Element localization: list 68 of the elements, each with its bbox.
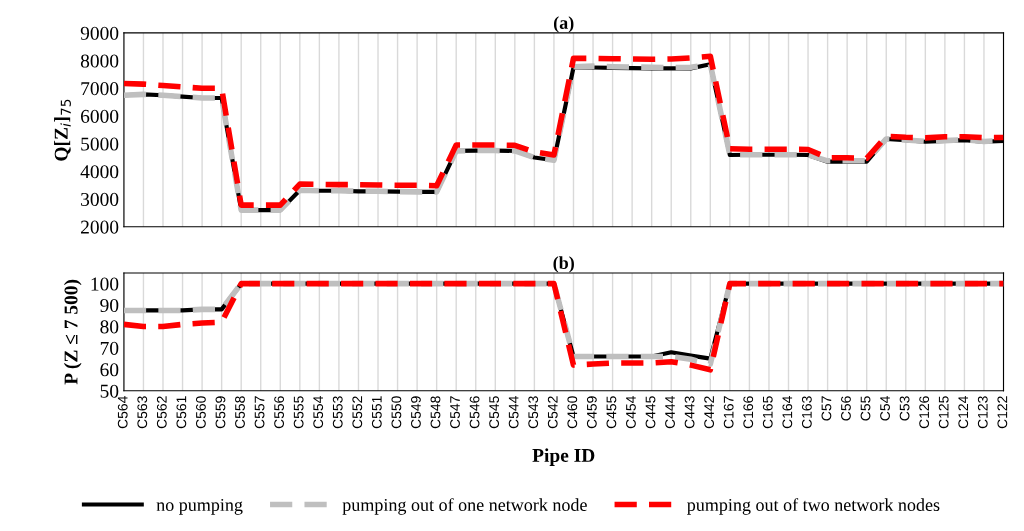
x-tick-label: C555 — [293, 396, 304, 429]
x-tick-label: C563 — [137, 396, 148, 429]
x-tick-label: C454 — [626, 396, 636, 429]
legend-label: no pumping — [156, 498, 243, 515]
x-tick-label: C123 — [977, 396, 988, 429]
legend-label: pumping out of one network node — [342, 498, 587, 515]
y-tick-label: 100 — [91, 277, 119, 291]
x-tick-label: C559 — [215, 396, 226, 429]
legend-label: pumping out of two network nodes — [687, 498, 940, 515]
x-tick-label: C553 — [332, 396, 343, 429]
x-tick-label: C556 — [274, 396, 285, 429]
x-tick-label: C443 — [684, 396, 695, 429]
y-tick-label: 4000 — [80, 165, 119, 179]
y-tick-label: 90 — [100, 298, 119, 313]
x-tick-label: C548 — [430, 396, 441, 429]
x-tick-label: C562 — [156, 396, 167, 429]
y-tick-label: 60 — [100, 363, 119, 377]
x-tick-label: C560 — [195, 396, 206, 429]
y-tick-label: 6000 — [80, 109, 119, 123]
x-tick-label: C550 — [391, 396, 402, 429]
x-tick-label: C445 — [645, 396, 656, 429]
x-tick-label: C552 — [352, 396, 363, 429]
x-tick-label: C460 — [567, 396, 578, 429]
y-axis-title: P (Z ≤ 7 500) — [63, 279, 82, 385]
x-tick-label: C545 — [489, 396, 500, 429]
x-tick-label: C442 — [704, 396, 715, 429]
y-tick-label: 2000 — [81, 220, 119, 234]
x-tick-label: C126 — [919, 396, 930, 429]
x-axis-title: Pipe ID — [532, 448, 595, 466]
x-tick-label: C549 — [411, 396, 421, 429]
y-axis-title: Q[Z$_{i}$]$_{75}$ — [54, 99, 71, 161]
y-tick-label: 70 — [100, 341, 119, 355]
x-tick-label: C166 — [743, 396, 754, 429]
x-tick-label: C56 — [841, 396, 851, 421]
x-tick-label: C542 — [547, 396, 558, 429]
x-tick-label: C554 — [313, 396, 324, 429]
y-tick-label: 80 — [100, 320, 119, 334]
x-tick-label: C164 — [782, 396, 793, 429]
x-tick-label: C551 — [371, 396, 382, 429]
y-tick-label: 9000 — [80, 26, 119, 40]
x-tick-label: C557 — [254, 396, 265, 429]
y-tick-label: 7000 — [81, 82, 119, 96]
x-tick-label: C125 — [938, 396, 949, 429]
x-tick-label: C57 — [821, 396, 832, 421]
x-tick-label: C561 — [176, 396, 187, 429]
x-tick-label: C544 — [508, 396, 519, 429]
y-tick-label: 50 — [100, 384, 119, 398]
y-tick-label: 5000 — [81, 137, 119, 151]
x-tick-label: C163 — [801, 396, 812, 429]
x-tick-label: C167 — [723, 396, 734, 429]
x-tick-label: C54 — [880, 396, 890, 421]
x-tick-label: C53 — [899, 396, 910, 421]
x-tick-label: C124 — [958, 396, 969, 429]
x-tick-label: C459 — [586, 396, 597, 429]
x-tick-label: C547 — [450, 396, 460, 429]
x-tick-label: C444 — [665, 396, 675, 429]
x-tick-label: C455 — [606, 396, 617, 429]
x-tick-label: C543 — [528, 396, 539, 429]
x-tick-label: C122 — [997, 396, 1008, 429]
y-tick-label: 3000 — [81, 192, 119, 206]
x-tick-label: C165 — [762, 396, 773, 429]
chart-title: (b) — [553, 256, 574, 273]
x-tick-label: C546 — [469, 396, 480, 429]
y-tick-label: 8000 — [80, 54, 119, 68]
x-tick-label: C564 — [117, 396, 128, 429]
x-tick-label: C558 — [235, 396, 245, 429]
x-tick-label: C55 — [860, 396, 871, 421]
chart-title: (a) — [553, 16, 574, 33]
